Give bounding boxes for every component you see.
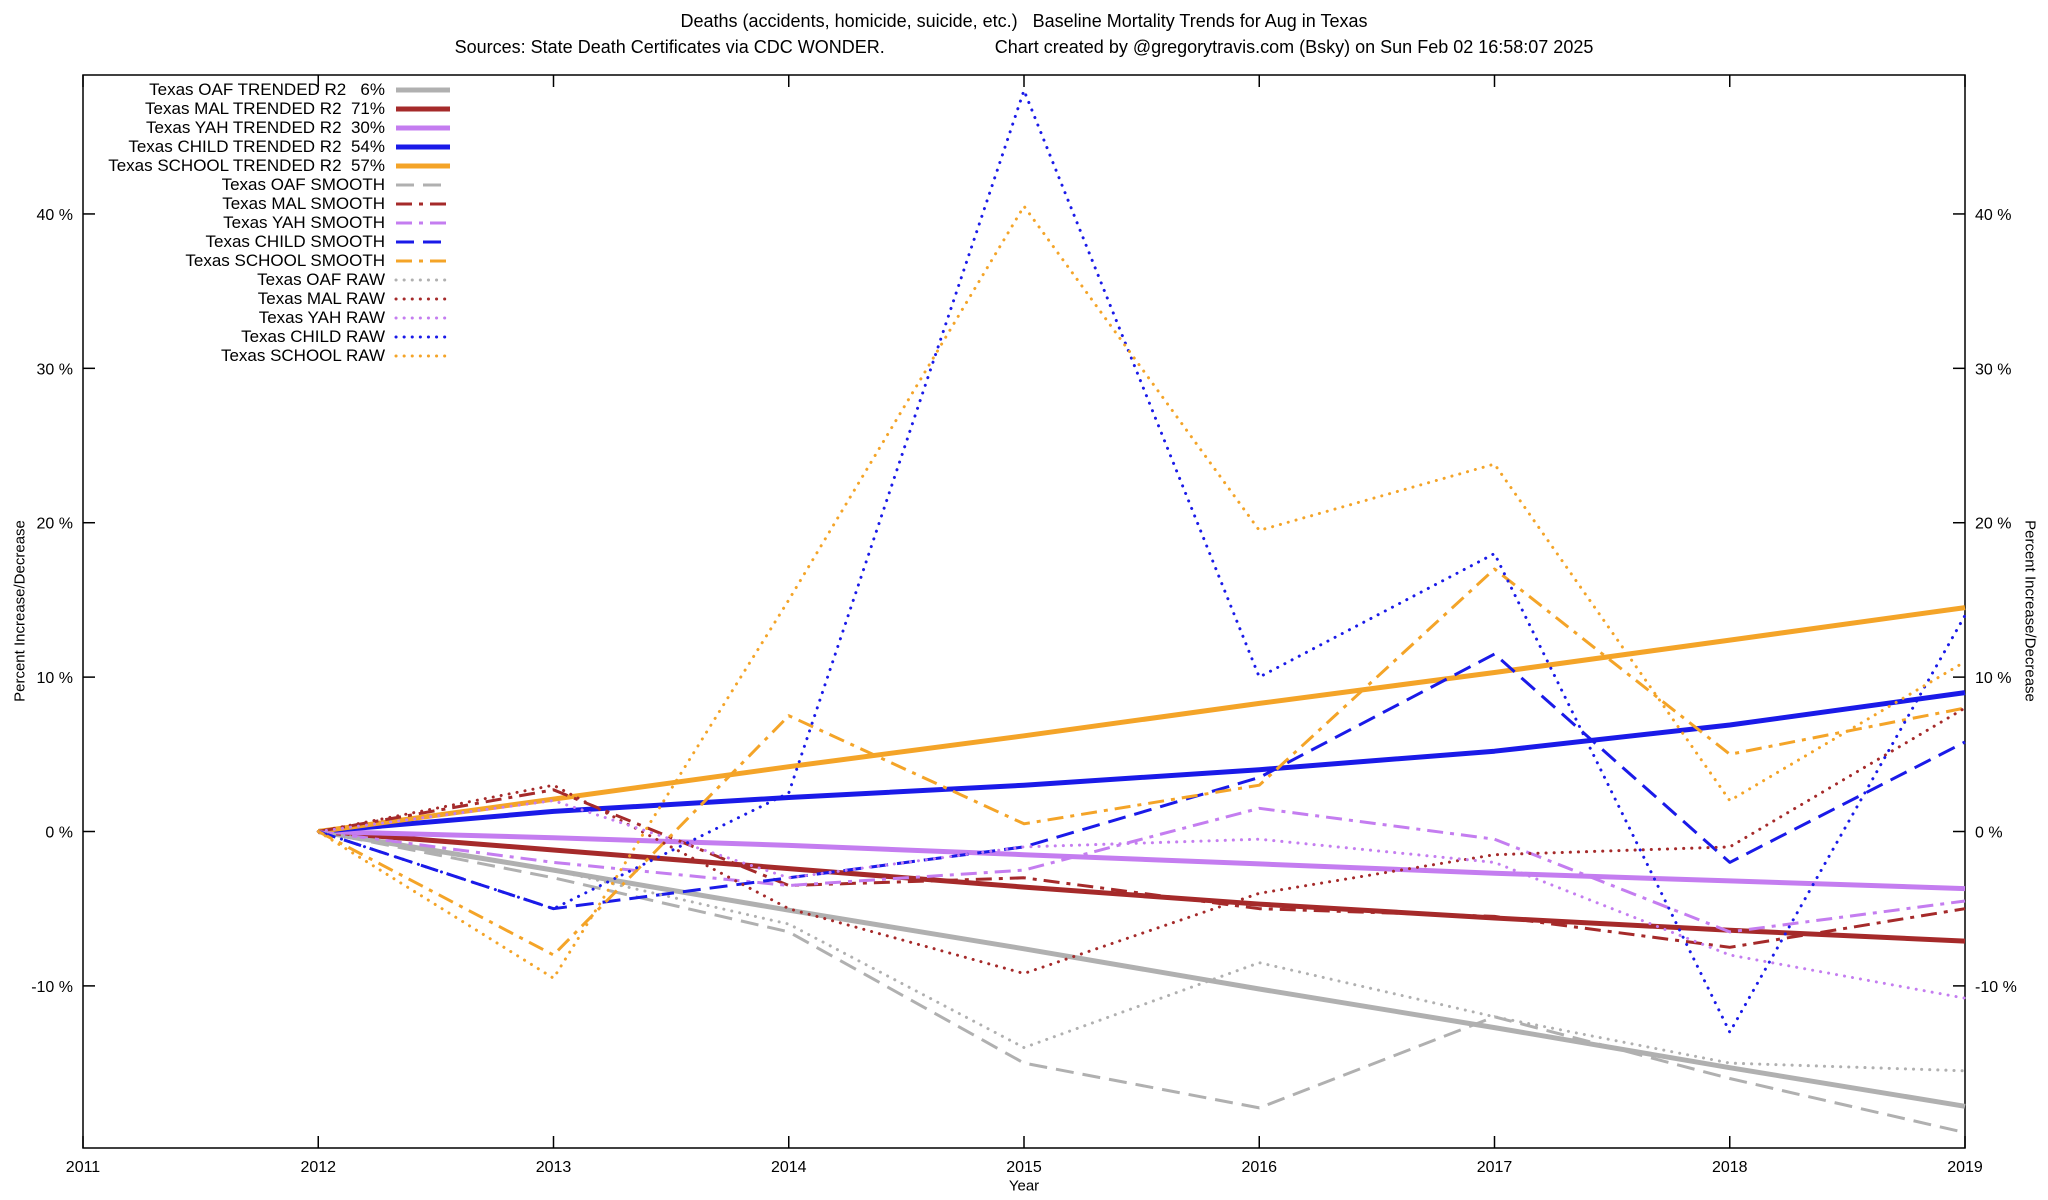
x-axis-ticks: 2011 2012 2013 2014 2015 2016 2017 2018 2019 <box>66 75 1983 1176</box>
legend-item-oaf-trended: Texas OAF TRENDED R2 6% <box>0 80 452 99</box>
legend-item-child-trended: Texas CHILD TRENDED R2 54% <box>0 137 452 156</box>
x-tick-label: 2013 <box>536 1159 572 1176</box>
x-tick-label: 2018 <box>1712 1159 1748 1176</box>
y-tick-label-left: -10 % <box>31 979 73 996</box>
y-tick-label-left: 30 % <box>37 361 73 378</box>
legend-line-sample <box>394 335 452 338</box>
legend-item-yah-raw: Texas YAH RAW <box>0 308 452 327</box>
y-tick-label-right: 10 % <box>1975 670 2011 687</box>
y-tick-label-right: -10 % <box>1975 979 2017 996</box>
legend-line-sample <box>394 354 452 357</box>
x-tick-label: 2011 <box>66 1159 101 1176</box>
legend-item-mal-trended: Texas MAL TRENDED R2 71% <box>0 99 452 118</box>
legend: Texas OAF TRENDED R2 6% Texas MAL TRENDED… <box>0 80 452 365</box>
legend-label: Texas OAF SMOOTH <box>221 174 385 194</box>
legend-label: Texas MAL SMOOTH <box>222 193 385 213</box>
y-tick-label-right: 20 % <box>1975 516 2011 533</box>
series-line-mal-raw <box>316 706 1967 975</box>
legend-label: Texas YAH SMOOTH <box>223 212 385 232</box>
legend-item-child-smooth: Texas CHILD SMOOTH <box>0 232 452 251</box>
series-line-yah-smooth <box>318 806 1966 934</box>
chart-sources: Sources: State Death Certificates via CD… <box>454 37 885 57</box>
legend-item-school-smooth: Texas SCHOOL SMOOTH <box>0 251 452 270</box>
x-tick-label: 2016 <box>1241 1159 1277 1176</box>
y-tick-label-right: 40 % <box>1975 207 2011 224</box>
legend-item-school-raw: Texas SCHOOL RAW <box>0 346 452 365</box>
legend-item-mal-raw: Texas MAL RAW <box>0 289 452 308</box>
legend-line-sample <box>394 278 452 281</box>
x-tick-label: 2017 <box>1477 1159 1513 1176</box>
legend-line-sample <box>394 297 452 300</box>
series-line-child-raw <box>316 88 1967 1034</box>
legend-line-sample <box>396 240 450 243</box>
series-line-oaf-smooth <box>318 830 1966 1135</box>
chart-credit: Chart created by @gregorytravis.com (Bsk… <box>994 37 1594 57</box>
legend-label: Texas MAL TRENDED R2 71% <box>145 98 385 118</box>
legend-line-sample <box>396 202 450 205</box>
y-tick-label-right: 30 % <box>1975 361 2011 378</box>
legend-label: Texas YAH TRENDED R2 30% <box>145 117 385 137</box>
legend-line-sample <box>396 144 450 149</box>
series-line-school-smooth <box>317 567 1966 957</box>
legend-label: Texas OAF TRENDED R2 6% <box>149 79 385 99</box>
series-line-mal-trended <box>318 829 1966 944</box>
legend-label: Texas YAH RAW <box>258 307 385 327</box>
series-line-oaf-trended <box>317 829 1966 1109</box>
legend-label: Texas OAF RAW <box>257 269 385 289</box>
legend-item-oaf-smooth: Texas OAF SMOOTH <box>0 175 452 194</box>
legend-label: Texas SCHOOL SMOOTH <box>185 250 385 270</box>
x-axis-label: Year <box>1008 1177 1040 1195</box>
y-tick-label-left: 20 % <box>37 516 73 533</box>
y-tick-label-left: 40 % <box>37 207 73 224</box>
legend-line-sample <box>396 87 450 92</box>
y-axis-ticks: -10 % -10 % 0 % 0 % 10 % 10 % 20 % 20 % 30 % 30 %… <box>31 207 2017 996</box>
legend-label: Texas CHILD SMOOTH <box>205 231 385 251</box>
legend-label: Texas SCHOOL RAW <box>220 345 385 365</box>
legend-line-sample <box>396 259 450 262</box>
series-line-yah-trended <box>318 829 1966 892</box>
legend-item-mal-smooth: Texas MAL SMOOTH <box>0 194 452 213</box>
legend-label: Texas CHILD TRENDED R2 54% <box>128 136 385 156</box>
y-tick-label-left: 10 % <box>37 670 73 687</box>
legend-line-sample <box>396 163 450 168</box>
x-tick-label: 2019 <box>1947 1159 1983 1176</box>
series-line-child-smooth <box>317 652 1966 911</box>
legend-item-yah-trended: Texas YAH TRENDED R2 30% <box>0 118 452 137</box>
y-axis-label-right: Percent Increase/Decrease <box>2021 520 2039 702</box>
legend-line-sample <box>396 106 450 111</box>
series-line-child-trended <box>318 690 1966 834</box>
legend-line-sample <box>396 221 450 224</box>
legend-label: Texas MAL RAW <box>257 288 385 308</box>
legend-line-sample <box>394 316 452 319</box>
x-tick-label: 2015 <box>1006 1159 1042 1176</box>
x-tick-label: 2012 <box>300 1159 336 1176</box>
legend-line-sample <box>396 125 450 130</box>
y-tick-label-right: 0 % <box>1975 825 2003 842</box>
x-tick-label: 2014 <box>771 1159 807 1176</box>
legend-item-child-raw: Texas CHILD RAW <box>0 327 452 346</box>
legend-item-school-trended: Texas SCHOOL TRENDED R2 57% <box>0 156 452 175</box>
legend-item-oaf-raw: Texas OAF RAW <box>0 270 452 289</box>
legend-label: Texas CHILD RAW <box>241 326 385 346</box>
chart-title: Deaths (accidents, homicide, suicide, et… <box>680 11 1368 31</box>
series-line-school-trended <box>317 605 1966 834</box>
y-axis-label-left: Percent Increase/Decrease <box>11 520 29 702</box>
legend-label: Texas SCHOOL TRENDED R2 57% <box>108 155 385 175</box>
y-tick-label-left: 0 % <box>45 825 73 842</box>
legend-line-sample <box>396 183 450 186</box>
legend-item-yah-smooth: Texas YAH SMOOTH <box>0 213 452 232</box>
chart-header: Deaths (accidents, homicide, suicide, et… <box>0 10 2048 58</box>
